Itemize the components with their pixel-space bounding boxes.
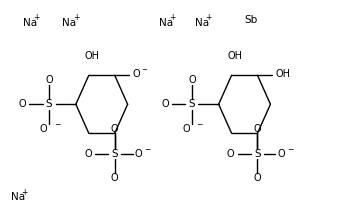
Text: O: O <box>254 124 261 134</box>
Text: +: + <box>73 13 79 22</box>
Text: OH: OH <box>85 51 100 61</box>
Text: O: O <box>111 174 119 183</box>
Text: Na: Na <box>11 192 25 202</box>
Text: O: O <box>277 149 285 159</box>
Text: O: O <box>182 124 190 134</box>
Text: O: O <box>254 174 261 183</box>
Text: −: − <box>141 67 147 73</box>
Text: −: − <box>144 145 150 154</box>
Text: S: S <box>111 149 118 159</box>
Text: +: + <box>169 13 176 22</box>
Text: O: O <box>134 149 142 159</box>
Text: +: + <box>34 13 40 22</box>
Text: Na: Na <box>23 18 37 28</box>
Text: −: − <box>197 120 203 129</box>
Text: O: O <box>111 124 119 134</box>
Text: O: O <box>19 99 26 109</box>
Text: +: + <box>205 13 211 22</box>
Text: O: O <box>40 124 47 134</box>
Text: −: − <box>54 120 60 129</box>
Text: Na: Na <box>195 18 209 28</box>
Text: O: O <box>188 75 196 84</box>
Text: S: S <box>46 99 52 109</box>
Text: +: + <box>21 187 27 197</box>
Text: O: O <box>161 99 169 109</box>
Text: Na: Na <box>159 18 173 28</box>
Text: O: O <box>132 69 140 79</box>
Text: OH: OH <box>228 51 243 61</box>
Text: Sb: Sb <box>245 15 258 25</box>
Text: O: O <box>84 149 92 159</box>
Text: S: S <box>188 99 195 109</box>
Text: Na: Na <box>62 18 77 28</box>
Text: −: − <box>287 145 293 154</box>
Text: O: O <box>45 75 53 84</box>
Text: O: O <box>227 149 235 159</box>
Text: OH: OH <box>275 69 290 79</box>
Text: S: S <box>254 149 261 159</box>
